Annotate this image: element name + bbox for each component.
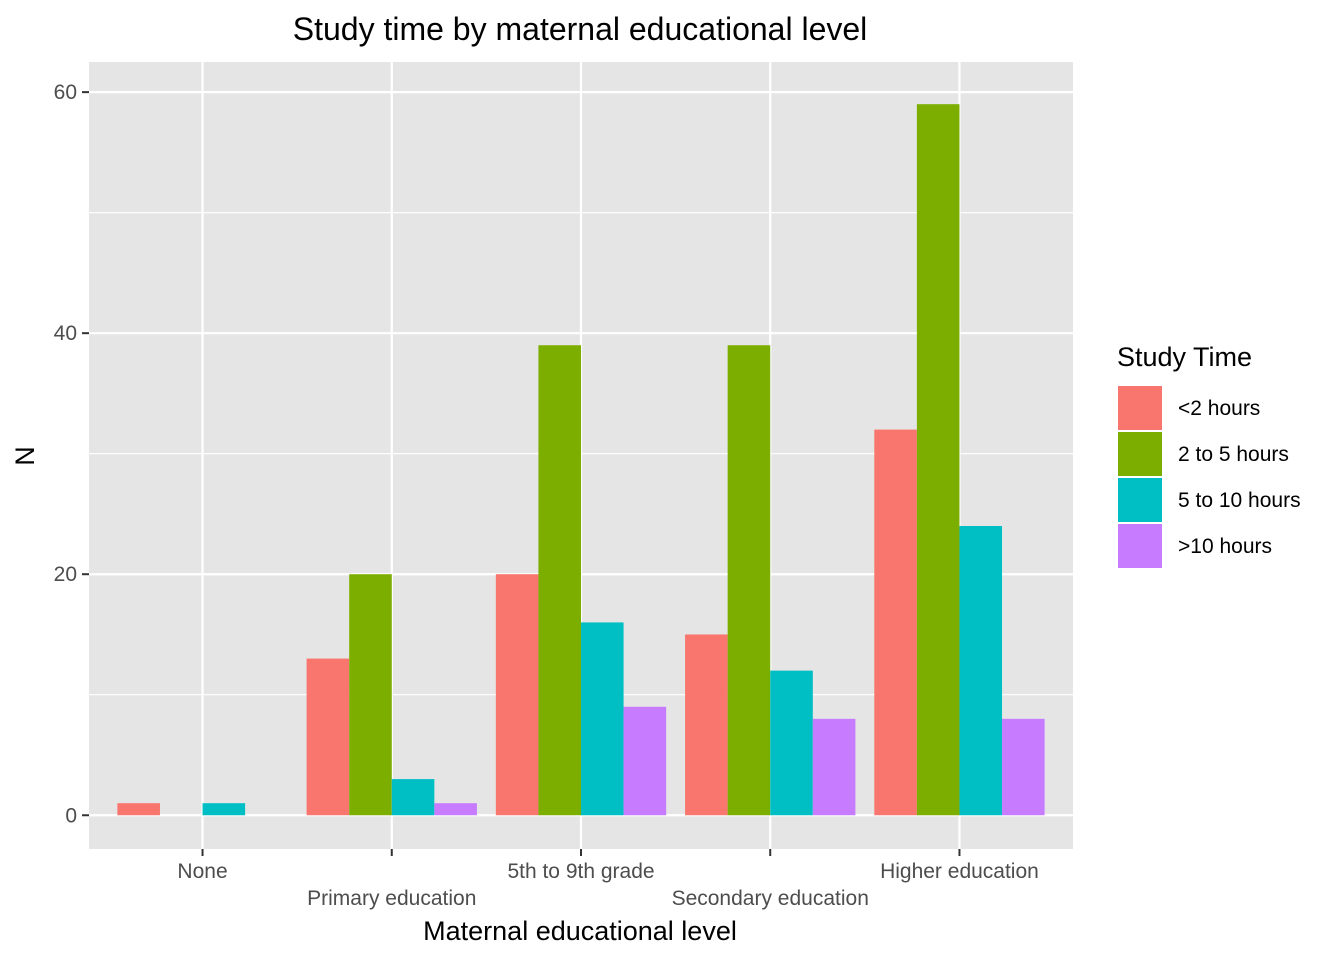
bar	[916, 104, 960, 816]
y-axis-title: N	[10, 446, 40, 466]
chart-title: Study time by maternal educational level	[293, 11, 868, 47]
y-tick-label: 0	[65, 804, 77, 827]
bar	[1002, 718, 1045, 816]
bar	[434, 803, 477, 816]
bar	[306, 658, 350, 816]
x-axis-title: Maternal educational level	[423, 916, 737, 946]
legend-key	[1118, 478, 1162, 522]
x-tick-label: Higher education	[880, 860, 1039, 883]
y-tick-label: 60	[54, 81, 77, 104]
y-axis: 0 20 40 60	[54, 81, 89, 827]
x-tick-label: 5th to 9th grade	[507, 860, 654, 883]
legend-label: <2 hours	[1178, 397, 1260, 420]
legend-label: 5 to 10 hours	[1178, 489, 1301, 512]
bar	[874, 429, 917, 816]
bar	[202, 803, 246, 816]
legend-label: >10 hours	[1178, 535, 1272, 558]
bar	[117, 803, 160, 816]
legend-title: Study Time	[1117, 342, 1252, 372]
bar	[959, 526, 1003, 816]
legend-label: 2 to 5 hours	[1178, 443, 1289, 466]
legend-key	[1118, 386, 1162, 430]
bar	[685, 634, 728, 816]
bar	[623, 706, 667, 816]
legend-key	[1118, 432, 1162, 476]
legend-key	[1118, 524, 1162, 568]
bar	[349, 574, 392, 816]
bar	[538, 345, 581, 816]
x-tick-label: Secondary education	[672, 887, 869, 910]
bar	[727, 345, 771, 816]
y-tick-label: 40	[54, 322, 77, 345]
bars	[117, 104, 1045, 816]
y-tick-label: 20	[54, 563, 77, 586]
bar	[495, 574, 539, 816]
bar	[770, 670, 813, 816]
x-axis: None Primary education 5th to 9th grade Sec…	[177, 849, 1039, 910]
bar	[391, 779, 435, 816]
bar	[581, 622, 624, 816]
x-tick-label: None	[177, 860, 227, 883]
bar	[812, 718, 856, 816]
x-tick-label: Primary education	[307, 887, 476, 910]
legend: Study Time <2 hours 2 to 5 hours 5 to 10 h…	[1117, 342, 1301, 569]
